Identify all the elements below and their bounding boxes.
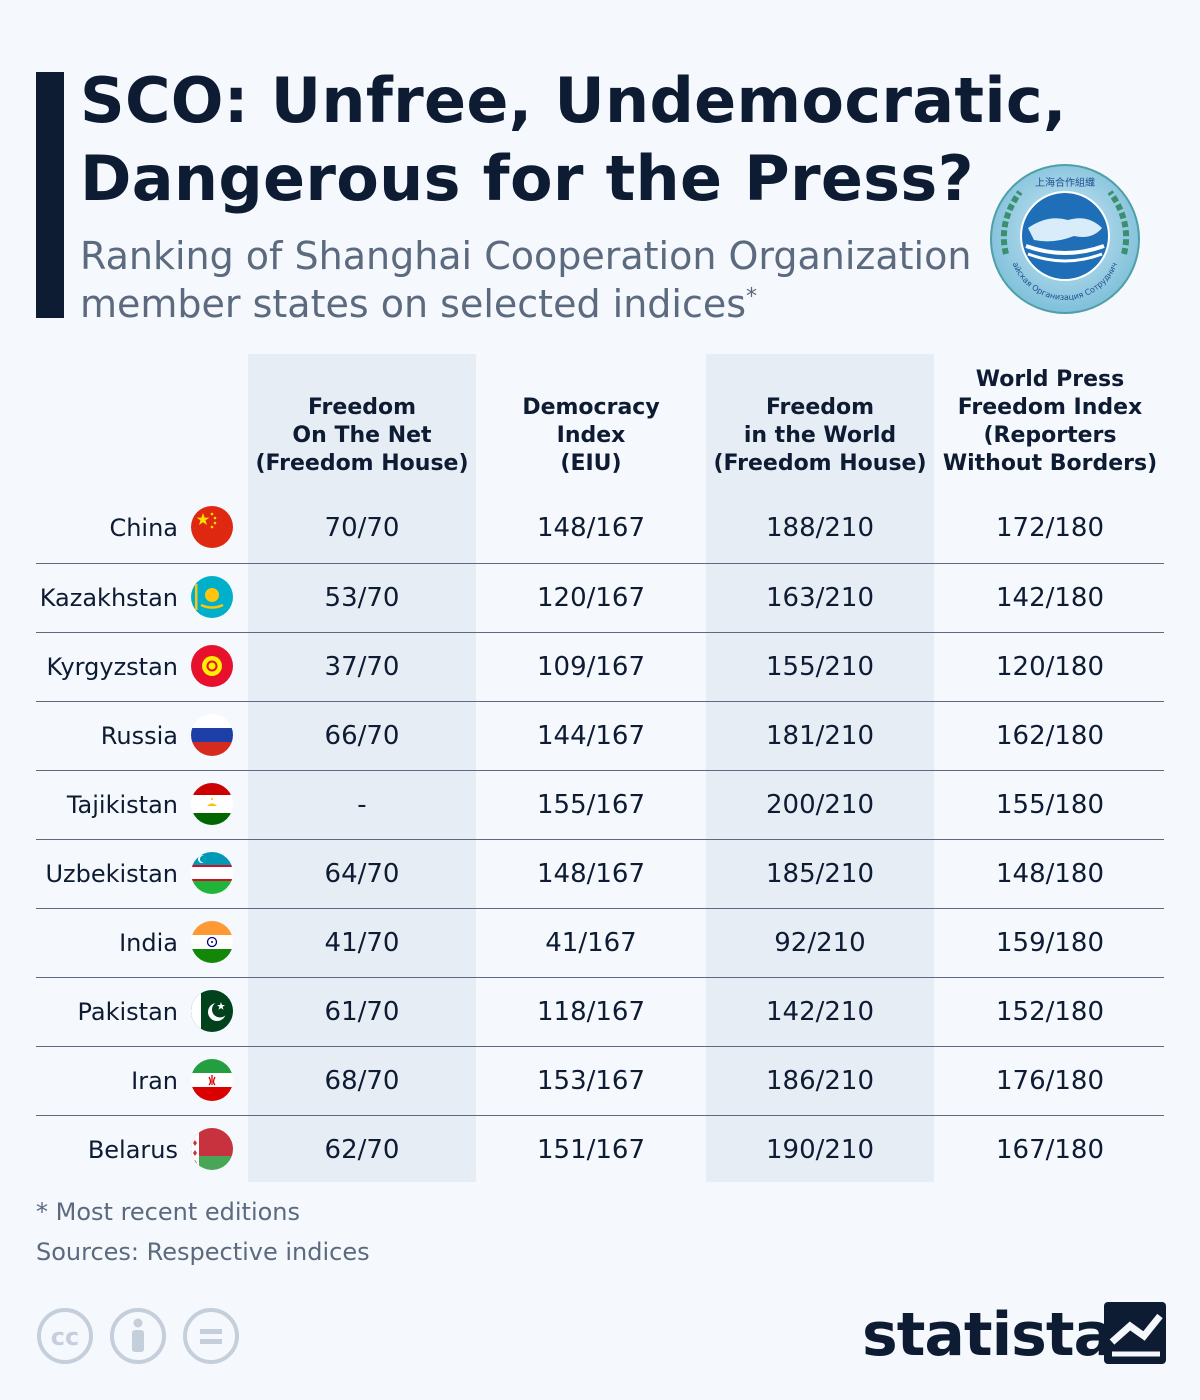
subtitle-footnote-mark: * [746, 284, 758, 310]
sources-note: Sources: Respective indices [36, 1238, 370, 1266]
uzbekistan-flag-icon [191, 852, 233, 894]
rank-cell: 142/210 [765, 997, 874, 1027]
china-flag-icon [191, 506, 233, 548]
country-name: India [119, 929, 178, 957]
rank-cell: 109/167 [536, 652, 645, 682]
rank-cell: 167/180 [995, 1135, 1104, 1165]
page-subtitle: Ranking of Shanghai Cooperation Organiza… [80, 232, 980, 328]
column-band-freedom-in-the-world [706, 354, 934, 1182]
table-row: Belarus 62/70 151/167 190/210 167/180 [36, 1115, 1164, 1185]
subtitle-line-1: Ranking of Shanghai Cooperation Organiza… [80, 234, 972, 278]
rank-cell: 163/210 [765, 583, 874, 613]
table-row: Russia 66/70 144/167 181/210 162/180 [36, 701, 1164, 771]
title-accent-bar [36, 72, 64, 318]
title-line-1: SCO: Unfree, Undemocratic, [80, 64, 1067, 137]
column-header-world-press-freedom-index: World Press Freedom Index (Reporters Wit… [942, 367, 1158, 476]
footnote: * Most recent editions [36, 1198, 301, 1226]
rank-cell: 61/70 [324, 997, 400, 1027]
rank-cell: 159/180 [995, 928, 1104, 958]
country-name: Uzbekistan [45, 860, 178, 888]
rank-cell: 155/210 [765, 652, 874, 682]
russia-flag-icon [191, 714, 233, 756]
svg-text:cc: cc [51, 1323, 79, 1351]
rank-cell: 66/70 [324, 721, 400, 751]
country-name: Pakistan [77, 998, 179, 1026]
rank-cell: 152/180 [995, 997, 1104, 1027]
kazakhstan-flag-icon [191, 576, 233, 618]
country-name: China [109, 514, 178, 542]
country-name: Russia [100, 722, 178, 750]
statista-logo-icon [1104, 1302, 1166, 1364]
rank-cell: 92/210 [774, 928, 866, 958]
country-name: Kyrgyzstan [46, 653, 178, 681]
rank-cell: 118/167 [536, 997, 645, 1027]
rank-cell: 62/70 [324, 1135, 400, 1165]
table-row: India 41/70 41/167 92/210 159/180 [36, 908, 1164, 978]
pakistan-flag-icon [191, 990, 233, 1032]
no-derivatives-icon [183, 1308, 239, 1364]
statista-wordmark: statista [862, 1300, 1114, 1370]
rank-cell: 148/167 [536, 513, 645, 543]
table-row: Kazakhstan 53/70 120/167 163/210 142/180 [36, 563, 1164, 633]
column-header-freedom-on-the-net: Freedom On The Net (Freedom House) [255, 395, 469, 476]
rank-cell: 185/210 [765, 859, 874, 889]
title-line-2: Dangerous for the Press? [80, 142, 974, 215]
country-name: Tajikistan [66, 791, 178, 819]
sco-logo-characters: 上海合作組織 [1035, 176, 1095, 189]
rank-cell: 155/167 [536, 790, 645, 820]
rank-cell: 162/180 [995, 721, 1104, 751]
rank-cell: 181/210 [765, 721, 874, 751]
rank-cell: 53/70 [324, 583, 400, 613]
rank-cell: 200/210 [765, 790, 874, 820]
table-row: China 70/70 148/167 188/210 172/180 [36, 494, 1164, 563]
license-icons: cc [37, 1308, 239, 1364]
column-header-freedom-in-the-world: Freedom in the World (Freedom House) [713, 395, 927, 476]
index-table: Freedom On The Net (Freedom House) Democ… [36, 354, 1164, 1182]
rank-cell: 142/180 [995, 583, 1104, 613]
country-name: Iran [131, 1067, 178, 1095]
india-flag-icon [191, 921, 233, 963]
rank-cell: 64/70 [324, 859, 400, 889]
rank-cell: - [357, 790, 367, 820]
rank-cell: 190/210 [765, 1135, 874, 1165]
rank-cell: 151/167 [536, 1135, 645, 1165]
rank-cell: 41/70 [324, 928, 400, 958]
creative-commons-icon: cc [37, 1308, 93, 1364]
tajikistan-flag-icon [191, 783, 233, 825]
table-row: Uzbekistan 64/70 148/167 185/210 148/180 [36, 839, 1164, 909]
rank-cell: 148/167 [536, 859, 645, 889]
country-name: Belarus [87, 1136, 178, 1164]
rank-cell: 37/70 [324, 652, 400, 682]
table-row: Iran 68/70 153/167 186/210 176/180 [36, 1046, 1164, 1116]
iran-flag-icon [191, 1059, 233, 1101]
rank-cell: 153/167 [536, 1066, 645, 1096]
table-row: Kyrgyzstan 37/70 109/167 155/210 120/180 [36, 632, 1164, 702]
rank-cell: 68/70 [324, 1066, 400, 1096]
rank-cell: 155/180 [995, 790, 1104, 820]
attribution-icon [110, 1308, 166, 1364]
kyrgyzstan-flag-icon [191, 645, 233, 687]
rank-cell: 70/70 [324, 513, 400, 543]
page-title: SCO: Unfree, Undemocratic, Dangerous for… [80, 62, 1080, 218]
column-header-democracy-index: Democracy Index (EIU) [522, 395, 660, 476]
rank-cell: 148/180 [995, 859, 1104, 889]
sco-logo-icon: 上海合作組織 Шанхайская Организация Сотрудниче… [988, 162, 1140, 314]
rank-cell: 176/180 [995, 1066, 1104, 1096]
subtitle-line-2: member states on selected indices [80, 282, 747, 326]
table-row: Tajikistan - 155/167 200/210 155/180 [36, 770, 1164, 840]
rank-cell: 188/210 [765, 513, 874, 543]
country-name: Kazakhstan [39, 584, 178, 612]
belarus-flag-icon [191, 1128, 233, 1170]
column-band-freedom-on-the-net [248, 354, 476, 1182]
rank-cell: 41/167 [545, 928, 637, 958]
rank-cell: 120/180 [995, 652, 1104, 682]
rank-cell: 120/167 [536, 583, 645, 613]
rank-cell: 172/180 [995, 513, 1104, 543]
rank-cell: 186/210 [765, 1066, 874, 1096]
table-row: Pakistan 61/70 118/167 142/210 152/180 [36, 977, 1164, 1047]
rank-cell: 144/167 [536, 721, 645, 751]
